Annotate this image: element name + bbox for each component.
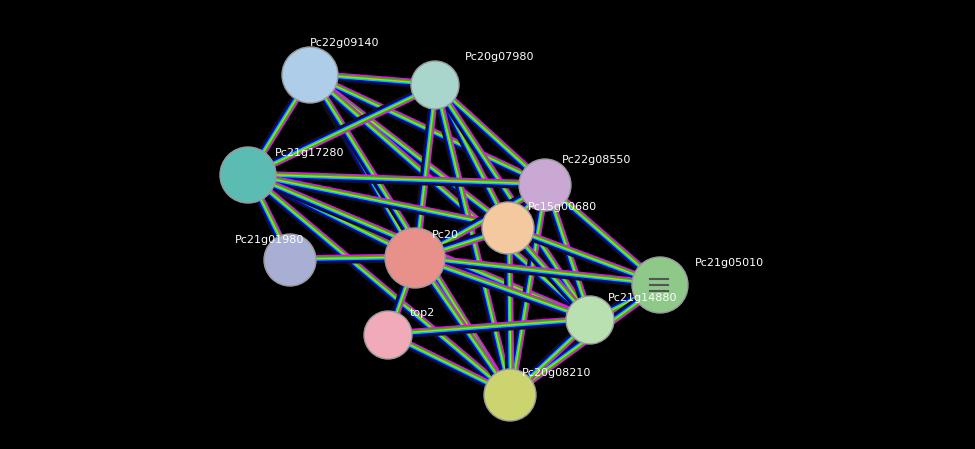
- Circle shape: [220, 147, 276, 203]
- Text: Pc20g08210: Pc20g08210: [522, 368, 592, 378]
- Text: Pc21g17280: Pc21g17280: [275, 148, 344, 158]
- Text: Pc15g00680: Pc15g00680: [528, 202, 597, 212]
- Circle shape: [566, 296, 614, 344]
- Circle shape: [264, 234, 316, 286]
- Text: Pc21g01980: Pc21g01980: [235, 235, 304, 245]
- Text: Pc21g14880: Pc21g14880: [608, 293, 678, 303]
- Circle shape: [385, 228, 445, 288]
- Text: top2: top2: [410, 308, 435, 318]
- Circle shape: [364, 311, 412, 359]
- Text: Pc22g09140: Pc22g09140: [310, 38, 379, 48]
- Text: Pc20: Pc20: [432, 230, 459, 240]
- Text: Pc22g08550: Pc22g08550: [562, 155, 632, 165]
- Circle shape: [482, 202, 534, 254]
- Circle shape: [484, 369, 536, 421]
- Circle shape: [411, 61, 459, 109]
- Text: Pc20g07980: Pc20g07980: [465, 52, 534, 62]
- Circle shape: [632, 257, 688, 313]
- Circle shape: [519, 159, 571, 211]
- Text: Pc21g05010: Pc21g05010: [695, 258, 764, 268]
- Circle shape: [282, 47, 338, 103]
